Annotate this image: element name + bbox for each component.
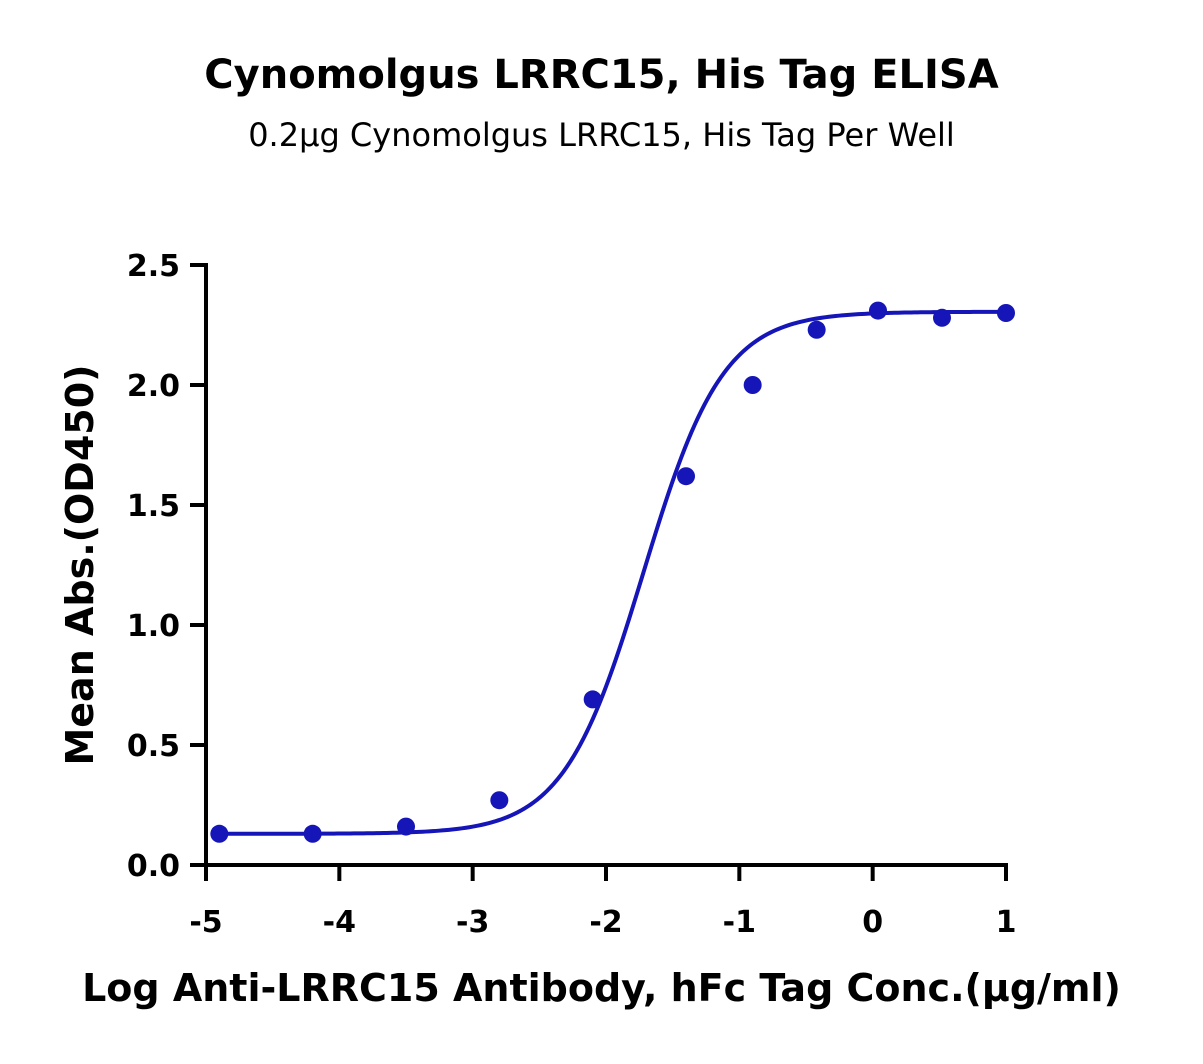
data-point — [869, 301, 887, 320]
data-point — [997, 304, 1015, 322]
data-point — [743, 376, 762, 394]
x-tick-label: -4 — [323, 905, 356, 940]
data-point — [210, 824, 229, 843]
y-tick-label: 2.0 — [127, 369, 180, 404]
x-tick-label: -3 — [456, 905, 489, 940]
x-tick-label: -2 — [589, 905, 622, 940]
x-tick-label: 1 — [996, 905, 1017, 940]
data-point — [807, 320, 826, 339]
chart-subtitle: 0.2μg Cynomolgus LRRC15, His Tag Per Wel… — [248, 116, 955, 154]
y-tick-label: 0.5 — [127, 729, 180, 764]
x-axis-label: Log Anti-LRRC15 Antibody, hFc Tag Conc.(… — [82, 966, 1121, 1010]
y-tick-label: 0.0 — [127, 849, 180, 884]
data-point — [583, 690, 602, 709]
fit-curve — [219, 309, 1006, 836]
data-point — [677, 467, 695, 486]
y-tick-label: 1.0 — [127, 609, 180, 644]
y-tick-label: 2.5 — [127, 249, 180, 284]
data-point — [933, 308, 951, 327]
chart-title: Cynomolgus LRRC15, His Tag ELISA — [204, 52, 999, 98]
x-tick-label: -5 — [189, 905, 222, 940]
x-tick-label: 0 — [862, 905, 883, 940]
y-tick-label: 1.5 — [127, 489, 180, 524]
data-point — [303, 824, 322, 843]
data-point — [490, 791, 509, 810]
data-point — [397, 817, 415, 836]
x-tick-label: -1 — [723, 905, 756, 940]
